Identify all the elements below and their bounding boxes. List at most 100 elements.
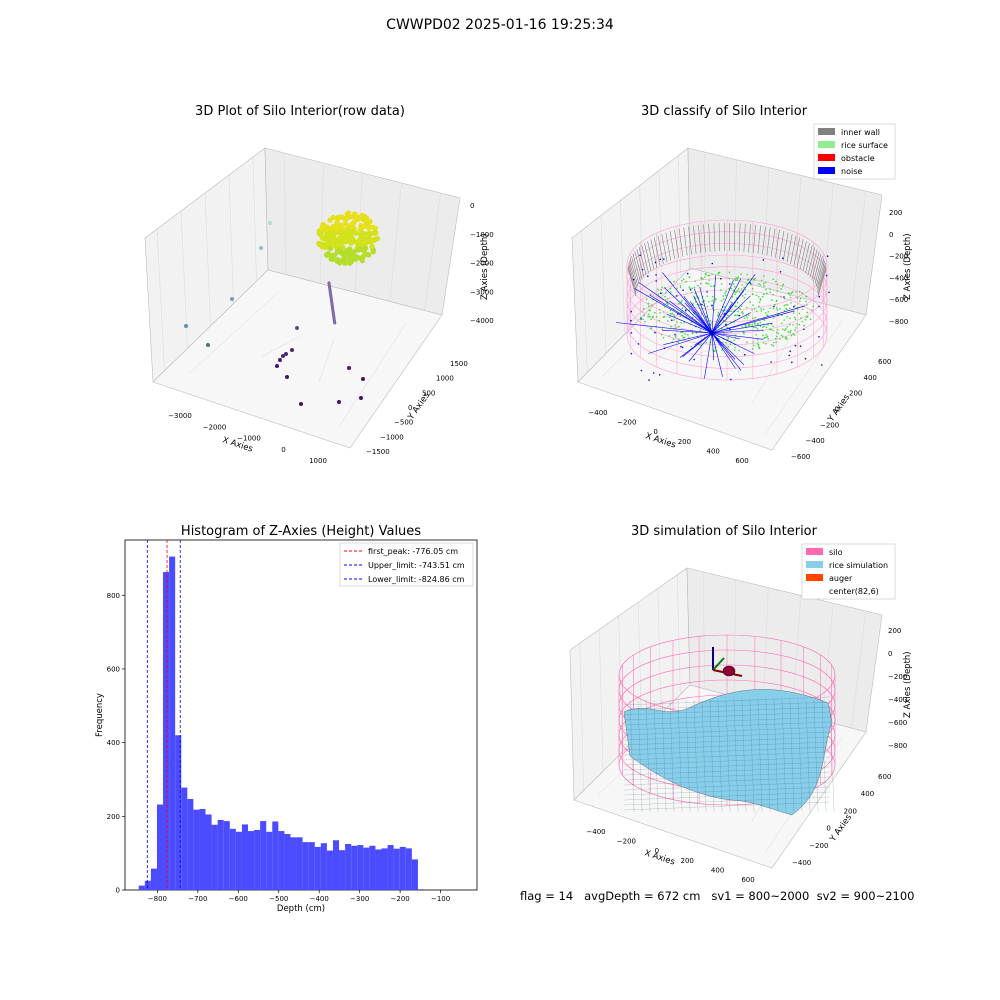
rice-surface-point: [694, 280, 696, 283]
histogram-bar: [169, 556, 176, 890]
rice-surface-point: [796, 323, 798, 325]
surface-point: [355, 214, 361, 220]
noise-point: [723, 313, 726, 316]
scatter-point: [299, 402, 303, 406]
noise-point: [779, 271, 782, 273]
noise-point: [729, 283, 731, 285]
inner-wall-line: [641, 245, 649, 274]
histogram-bar: [369, 845, 376, 890]
rice-surface-point: [702, 278, 704, 280]
scatter-point: [284, 352, 288, 356]
rice-surface-point: [785, 336, 787, 338]
mesh-line: [677, 699, 683, 813]
surface-point: [327, 217, 333, 223]
surface-point: [327, 246, 334, 252]
rice-surface-point: [791, 291, 794, 293]
inner-wall-line: [678, 228, 684, 257]
rice-surface-point: [785, 304, 787, 306]
rice-surface-point: [796, 297, 799, 299]
rice-surface-point: [757, 345, 760, 347]
tick-label: −500: [394, 419, 413, 427]
rice-surface-point: [732, 283, 735, 285]
rice-surface-point: [802, 308, 804, 311]
rice-surface-point: [780, 322, 783, 325]
grid-line: [601, 282, 698, 377]
histogram-bar: [302, 842, 309, 890]
surface-point: [358, 236, 364, 242]
rice-surface-point: [786, 315, 788, 318]
tick-label: 1500: [450, 360, 468, 368]
rice-surface-point: [671, 312, 674, 315]
grid-line: [821, 183, 834, 304]
rice-surface-point: [782, 328, 784, 331]
mesh-line: [669, 699, 675, 813]
inner-wall-line: [631, 256, 640, 285]
rice-surface-point: [736, 301, 739, 304]
noise-point: [663, 347, 666, 350]
rice-surface-point: [790, 302, 792, 304]
noise-point: [782, 257, 784, 260]
rice-surface-point: [754, 277, 756, 280]
rice-surface-point: [718, 337, 720, 340]
panel-title-raw: 3D Plot of Silo Interior(row data): [195, 104, 405, 119]
tick-label: −400: [586, 828, 605, 836]
noise-trace: [711, 332, 736, 369]
legend-label-rice-simulation: rice simulation: [829, 561, 888, 570]
rice-surface-point: [678, 325, 680, 328]
noise-point: [647, 275, 649, 278]
noise-point: [725, 323, 727, 326]
scatter-point: [206, 343, 210, 347]
histogram-bar: [314, 846, 321, 890]
rice-surface-point: [650, 318, 652, 321]
inner-wall-line: [817, 265, 827, 294]
rice-surface-point: [673, 315, 676, 318]
rice-surface-point: [777, 329, 779, 331]
rice-surface-point: [805, 295, 808, 298]
rice-surface-point: [789, 323, 791, 326]
surface-point: [346, 235, 352, 241]
rice-surface-point: [682, 278, 685, 280]
rice-surface-point: [711, 299, 713, 302]
rice-surface-point: [787, 292, 790, 295]
inner-wall-line: [713, 223, 716, 252]
noise-trace: [682, 332, 713, 358]
rice-surface-point: [734, 285, 736, 288]
rice-surface-point: [752, 317, 754, 319]
tick-labels: −800 −700 −600 −500 −400 −300 −200 −100 0 200 400 6…: [107, 592, 451, 903]
rice-surface-point: [754, 323, 756, 325]
legend: silo rice simulation auger center(82,6): [801, 543, 896, 600]
rice-surface-point: [747, 278, 750, 280]
rice-surface-point: [786, 304, 789, 306]
mesh-line: [789, 699, 795, 813]
noise-point: [794, 344, 797, 347]
rice-surface-point: [708, 279, 711, 282]
rice-surface-point: [668, 316, 671, 318]
rice-surface-point: [698, 343, 700, 346]
rice-surface-point: [750, 284, 752, 286]
histogram-bar: [405, 848, 412, 890]
mesh-line: [749, 699, 755, 813]
histogram-bar: [211, 824, 218, 890]
histogram-bar: [296, 837, 303, 890]
rice-surface-point: [708, 283, 710, 285]
rice-surface-point: [731, 296, 734, 298]
mesh-line: [623, 761, 831, 771]
rice-surface-point: [792, 324, 794, 326]
noise-trace: [649, 294, 713, 334]
grid-line: [851, 611, 866, 729]
rice-surface-point: [794, 318, 797, 321]
tick-label: 0: [653, 428, 657, 436]
inner-wall-line: [807, 247, 816, 276]
rice-surface-point: [765, 293, 768, 295]
rice-surface-point: [728, 287, 730, 290]
tick-label: −400: [806, 437, 825, 445]
rice-surface-point: [721, 309, 724, 312]
noise-point: [654, 261, 657, 264]
rice-surface-point: [705, 341, 708, 344]
noise-trace: [711, 332, 755, 354]
rice-surface-point: [739, 307, 741, 310]
inner-wall-line: [743, 223, 746, 252]
scatter-point: [337, 400, 341, 404]
noise-point: [659, 258, 662, 261]
